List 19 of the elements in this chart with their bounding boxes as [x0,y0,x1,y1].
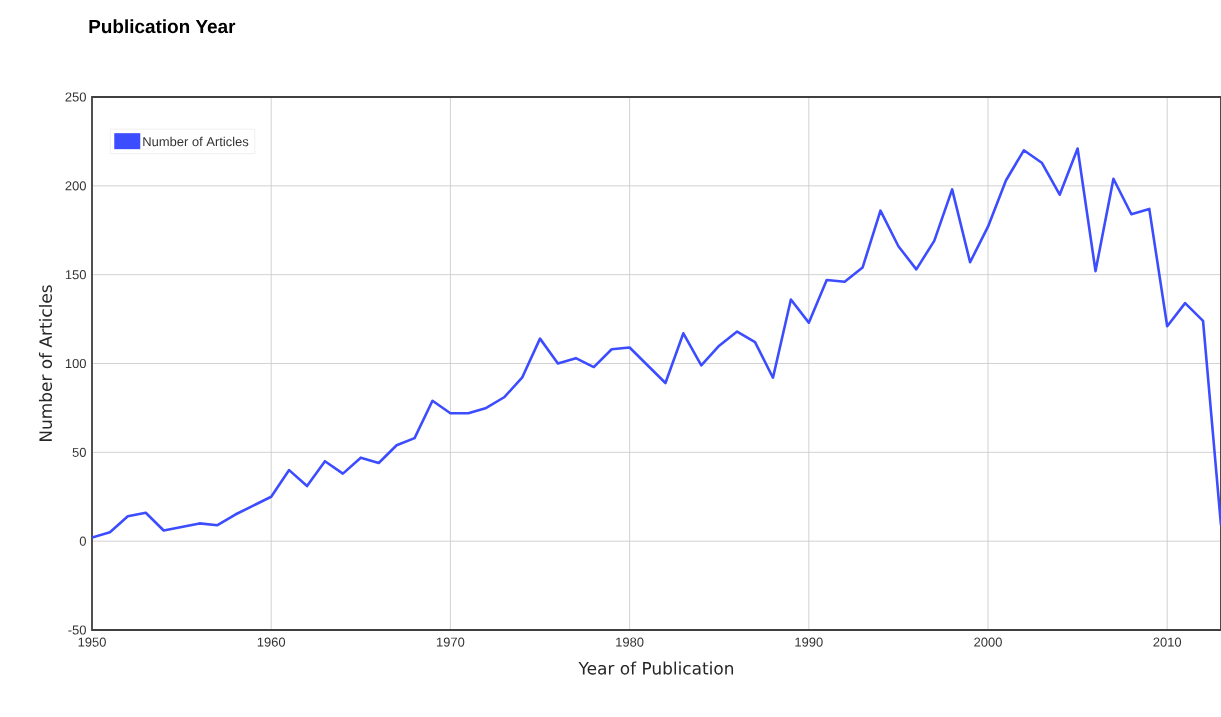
y-tick-label: 150 [65,270,86,280]
y-tick-label: 250 [65,92,86,102]
y-tick-label: 200 [65,181,86,191]
line-series [92,147,1221,539]
y-axis-title: Number of Articles [38,285,53,441]
chart-title: Publication Year [89,19,236,34]
x-tick-label: 1960 [257,637,286,647]
x-tick-label: 2000 [974,637,1002,647]
legend-label: Number of Articles [143,136,249,147]
y-tick-label: 50 [72,447,86,457]
x-tick-label: 1990 [795,637,823,647]
y-tick-label: 100 [65,358,86,369]
x-tick-label: 1950 [78,637,106,647]
y-tick-label: 0 [79,536,86,546]
x-axis-title: Year of Publication [578,661,734,675]
x-tick-label: 1970 [436,637,465,647]
y-tick-label: -50 [68,625,86,635]
x-tick-label: 1980 [616,637,644,647]
x-tick-label: 2010 [1153,637,1182,647]
